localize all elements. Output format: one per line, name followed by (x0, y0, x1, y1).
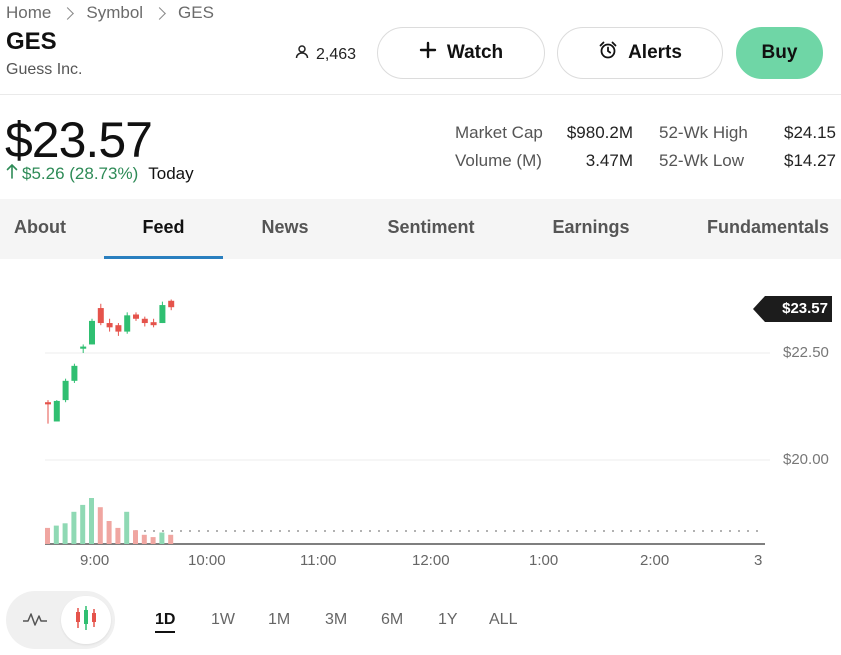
candle-body (141, 318, 148, 324)
candle-body (115, 325, 122, 332)
breadcrumb-ges: GES (178, 3, 214, 22)
candle-body (133, 314, 139, 319)
52wk-low-label: 52-Wk Low (659, 151, 745, 170)
volume-bar (133, 530, 138, 544)
volume-bar (89, 498, 94, 544)
candle-body (62, 380, 69, 401)
change-value: $5.26 (28.73%) (22, 163, 139, 183)
followers-value: 2,463 (316, 45, 357, 63)
volume-bar (124, 511, 130, 544)
volume-bar (62, 523, 68, 544)
volume-value: 3.47M (585, 151, 633, 170)
arrow-up-icon (6, 163, 18, 184)
range-1d[interactable]: 1D (155, 611, 176, 633)
ticker-symbol: GES (6, 28, 57, 55)
x-tick-label: 1:00 (529, 552, 559, 569)
watch-button[interactable]: Watch (377, 27, 545, 79)
volume-bar (71, 511, 77, 544)
volume-bar (45, 527, 50, 544)
range-1w[interactable]: 1W (211, 611, 235, 628)
x-tick-label: 10:00 (188, 552, 226, 569)
candle-body (150, 322, 157, 326)
candlestick-chart-button[interactable] (61, 596, 111, 644)
user-icon (294, 44, 310, 65)
range-1y[interactable]: 1Y (438, 611, 458, 628)
x-tick-label: 2:00 (640, 552, 670, 569)
candlestick-icon (73, 604, 99, 637)
tab-earnings[interactable]: Earnings (552, 217, 630, 237)
52wk-high-label: 52-Wk High (659, 123, 748, 142)
tab-news[interactable]: News (261, 217, 309, 237)
y-tick-label: $22.50 (783, 344, 829, 361)
volume-bar (53, 525, 59, 544)
candle-body (80, 346, 87, 349)
alerts-label: Alerts (628, 42, 682, 63)
buy-button[interactable]: Buy (736, 27, 823, 79)
current-price: $23.57 (5, 112, 153, 168)
x-tick-label: 11:00 (300, 552, 337, 569)
y-tick-label: $20.00 (783, 451, 829, 468)
line-chart-icon (22, 608, 48, 633)
volume-bar (106, 521, 112, 544)
watch-label: Watch (446, 42, 504, 63)
plus-icon (419, 41, 437, 65)
volume-bar (141, 534, 147, 544)
chevron-right-icon (61, 6, 75, 20)
tab-feed[interactable]: Feed (142, 217, 185, 237)
candle-body (53, 400, 60, 422)
price-change: $5.26 (28.73%) Today (6, 163, 194, 184)
breadcrumb-symbol[interactable]: Symbol (86, 3, 144, 22)
breadcrumb-home[interactable]: Home (6, 3, 52, 22)
change-period: Today (148, 163, 194, 183)
volume-label: Volume (M) (455, 151, 542, 170)
volume-bar (115, 527, 121, 544)
tab-sentiment[interactable]: Sentiment (387, 217, 475, 237)
x-tick-label: 3 (754, 552, 763, 569)
breadcrumb: Home Symbol GES (6, 3, 214, 23)
followers-count: 2,463 (294, 44, 356, 65)
range-3m[interactable]: 3M (325, 611, 348, 628)
volume-bar (150, 537, 156, 544)
tab-about[interactable]: About (14, 217, 66, 237)
range-1m[interactable]: 1M (268, 611, 291, 628)
current-price-tag: $23.57 (753, 296, 832, 322)
candle-body (106, 323, 113, 328)
range-6m[interactable]: 6M (381, 611, 404, 628)
volume-bar (168, 534, 174, 544)
price-chart[interactable] (0, 262, 841, 582)
tab-fundamentals[interactable]: Fundamentals (706, 217, 830, 237)
alerts-button[interactable]: Alerts (557, 27, 723, 79)
volume-bar (159, 532, 165, 544)
52wk-low-value: $14.27 (784, 151, 836, 170)
candle-body (45, 402, 51, 405)
candle-body (89, 320, 95, 345)
x-tick-label: 12:00 (412, 552, 450, 569)
company-name: Guess Inc. (6, 61, 83, 78)
candle-body (168, 300, 175, 308)
volume-bar (80, 504, 86, 544)
tab-bar (0, 199, 841, 259)
active-tab-indicator (104, 256, 223, 259)
alarm-clock-icon (598, 40, 618, 66)
volume-bar (97, 507, 103, 544)
line-chart-button[interactable] (18, 603, 52, 637)
x-tick-label: 9:00 (80, 552, 110, 569)
range-all[interactable]: ALL (489, 611, 518, 628)
candle-body (71, 365, 78, 381)
candle-body (159, 305, 166, 324)
divider (0, 94, 841, 95)
candle-body (124, 315, 131, 332)
market-cap-label: Market Cap (455, 123, 543, 142)
market-cap-value: $980.2M (566, 123, 633, 142)
candle-body (97, 308, 104, 324)
chevron-right-icon (153, 6, 166, 20)
52wk-high-value: $24.15 (784, 123, 836, 142)
